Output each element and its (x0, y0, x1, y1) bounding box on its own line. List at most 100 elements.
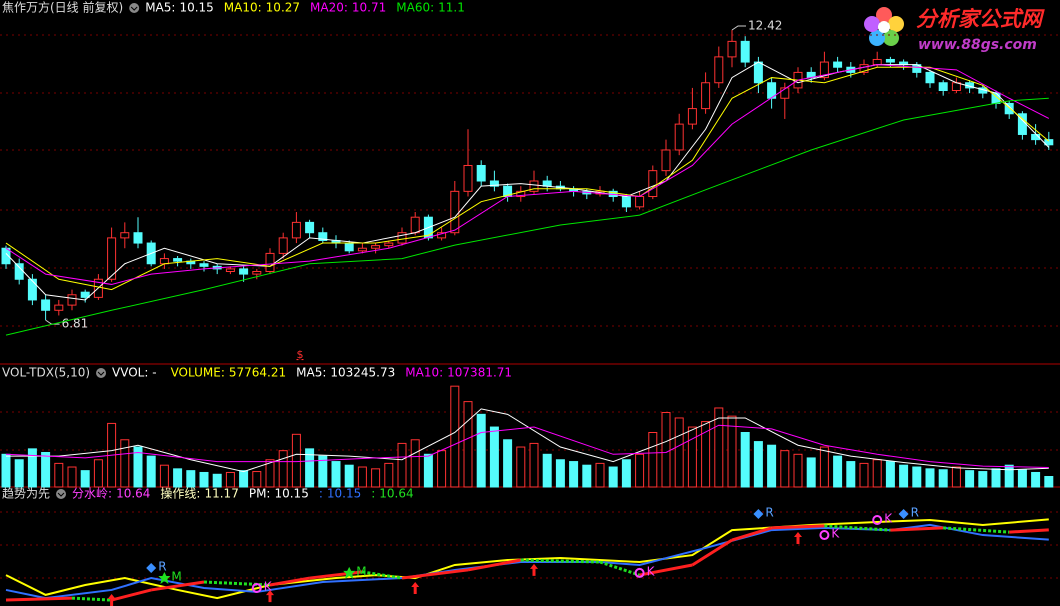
candle-body (1044, 139, 1054, 146)
candle-body (133, 232, 143, 244)
candle-body (41, 299, 51, 311)
candle-body (239, 268, 249, 275)
candle-body (371, 245, 381, 249)
header-icon-chevron (57, 492, 65, 497)
volume-bar (371, 468, 381, 488)
trend-segment (150, 580, 205, 592)
candle-body (463, 164, 473, 192)
signal-label: R (911, 506, 919, 520)
volume-bar (740, 432, 750, 488)
volume-bar (278, 450, 288, 488)
legend-value: 10.64 (379, 487, 413, 501)
volume-bar (621, 459, 631, 488)
candle-body (476, 164, 486, 182)
volume-bar (437, 450, 447, 488)
legend-label: PM: (249, 487, 271, 501)
candle-body (529, 180, 539, 192)
logo-flower (864, 7, 904, 46)
volume-bar (67, 466, 77, 488)
legend-label: MA5: (145, 1, 175, 15)
volume-bar (780, 450, 790, 488)
header-icon (56, 489, 67, 499)
volume-bar (239, 470, 249, 488)
volume-bar (331, 461, 341, 488)
header-icon-chevron (97, 371, 105, 376)
header-icon (129, 3, 140, 13)
logo: 分析家公式网 www.88gs.com (864, 7, 1045, 53)
signal-label: R (158, 559, 166, 573)
high-pointer (731, 25, 746, 31)
panel-title: 趋势为先 (2, 487, 50, 501)
volume-bar (753, 441, 763, 488)
volume-bar (463, 401, 473, 488)
candle-body (318, 232, 328, 241)
volume-bar (476, 413, 486, 488)
volume-bar (1017, 469, 1027, 488)
legend-label: : (319, 487, 323, 501)
volume-bar (833, 455, 843, 488)
candle-body (107, 237, 117, 280)
trend-segment (639, 563, 693, 577)
volume-bar (450, 385, 460, 488)
volume-bar (397, 442, 407, 488)
legend-label: : (371, 487, 375, 501)
volume-bar (819, 446, 829, 488)
candle-body (701, 82, 711, 110)
legend-value: 10.15 (327, 487, 361, 501)
volume-bar (965, 470, 975, 488)
legend-value: 10.15 (179, 1, 213, 15)
signal-arrow (411, 581, 420, 594)
candle-body (54, 304, 64, 311)
trend-segment (1009, 528, 1049, 534)
volume-bar (199, 471, 209, 488)
volume-bar (41, 451, 51, 488)
volume-bar (318, 455, 328, 488)
volume-bar (1044, 476, 1054, 488)
volume-bar (925, 468, 935, 488)
signal-diamond (898, 509, 909, 520)
panel-title: VOL-TDX(5,10) (2, 366, 90, 380)
volume-bar (212, 473, 222, 488)
line (5, 97, 1049, 336)
volume-bar (252, 471, 262, 488)
legend-value: 10.64 (116, 487, 150, 501)
volume-bar (1, 453, 11, 488)
trend-segment (520, 558, 601, 564)
trend-segment (599, 560, 641, 577)
volume-bar (635, 453, 645, 488)
candle-body (489, 180, 499, 187)
header-icon-chevron (130, 6, 138, 11)
signal-circle (251, 582, 262, 593)
legend-value: 10.27 (266, 1, 300, 15)
legend-value: 11.1 (438, 1, 465, 15)
legend-value: 10.15 (274, 487, 308, 501)
candle-body (819, 61, 829, 79)
candle-body (14, 263, 24, 280)
candle-body (80, 291, 90, 298)
candle-body (173, 258, 183, 262)
candle-body (674, 123, 684, 151)
volume-bar (661, 412, 671, 488)
candle-body (516, 190, 526, 198)
volume-bar (701, 421, 711, 488)
candle-body (872, 58, 882, 66)
signal-circle (872, 514, 883, 525)
candle-body (740, 40, 750, 63)
line (5, 66, 1050, 291)
logo-url: www.88gs.com (918, 37, 1037, 53)
volume-bar (146, 455, 156, 488)
header-icon (96, 368, 107, 378)
volume-bar (1004, 464, 1014, 488)
candle-body (225, 268, 235, 272)
volume-bar (80, 470, 90, 488)
candle-body (1004, 102, 1014, 115)
trend-segment (269, 576, 310, 587)
volume-bar (767, 444, 777, 488)
legend-value: 57764.21 (229, 366, 286, 380)
signal-label: K (647, 564, 656, 578)
annotation: $ (297, 348, 304, 361)
trend-segment (691, 538, 733, 567)
signal-arrow (794, 532, 802, 545)
candle-body (885, 58, 895, 63)
candle-body (687, 108, 697, 125)
